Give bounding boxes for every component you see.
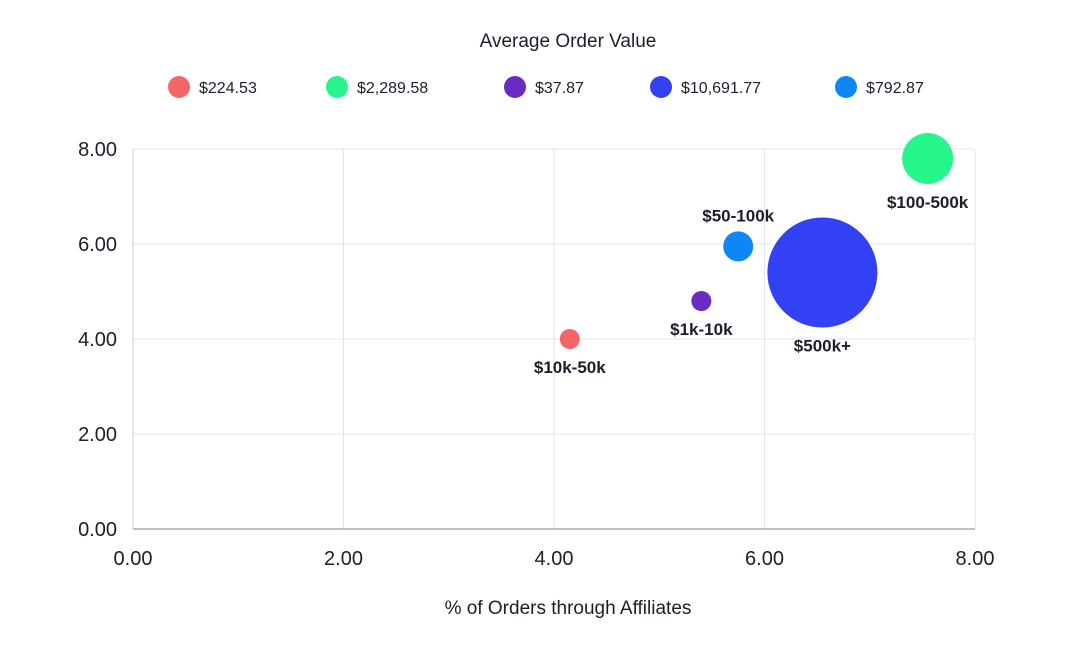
bubble-label: $1k-10k (670, 320, 733, 339)
legend-item: $37.87 (504, 76, 584, 98)
legend-label: $2,289.58 (357, 80, 428, 97)
y-tick-label: 2.00 (78, 424, 117, 446)
legend-item: $2,289.58 (326, 76, 428, 98)
bubble-label: $10k-50k (534, 358, 606, 377)
bubble-point (767, 217, 878, 328)
bubble-point (691, 291, 712, 311)
legend-item: $224.53 (168, 76, 257, 98)
legend-swatch (168, 76, 190, 98)
x-tick-label: 4.00 (535, 548, 574, 570)
bubble-label: $100-500k (887, 193, 969, 212)
legend-swatch (504, 76, 526, 98)
axes: 0.00 2.00 4.00 6.00 8.00 0.00 2.00 4.00 6.00 8.00 (78, 139, 994, 570)
bubble-labels: $10k-50k $100-500k $1k-10k $500k+ $50-100k (534, 193, 969, 377)
y-tick-label: 4.00 (78, 329, 117, 351)
y-tick-label: 0.00 (78, 519, 117, 541)
y-tick-label: 6.00 (78, 234, 117, 256)
legend-label: $10,691.77 (681, 80, 761, 97)
legend-label: $224.53 (199, 80, 257, 97)
bubble-label: $500k+ (794, 337, 851, 356)
legend-label: $792.87 (866, 80, 924, 97)
x-tick-label: 2.00 (324, 548, 363, 570)
legend-title: Average Order Value (480, 31, 657, 52)
x-axis-title: % of Orders through Affiliates (445, 598, 692, 619)
bubble-point (723, 231, 754, 262)
legend: $224.53 $2,289.58 $37.87 $10,691.77 $792.87 (168, 76, 924, 98)
legend-swatch (326, 76, 348, 98)
bubble-point (902, 133, 954, 184)
legend-item: $10,691.77 (650, 76, 761, 98)
legend-item: $792.87 (835, 76, 924, 98)
bubble-label: $50-100k (702, 206, 774, 225)
legend-swatch (650, 76, 672, 98)
x-tick-label: 8.00 (956, 548, 995, 570)
bubble-point (559, 329, 580, 349)
x-tick-label: 0.00 (114, 548, 153, 570)
legend-label: $37.87 (535, 80, 584, 97)
y-tick-label: 8.00 (78, 139, 117, 161)
bubbles (559, 133, 954, 349)
x-tick-label: 6.00 (745, 548, 784, 570)
legend-swatch (835, 76, 857, 98)
